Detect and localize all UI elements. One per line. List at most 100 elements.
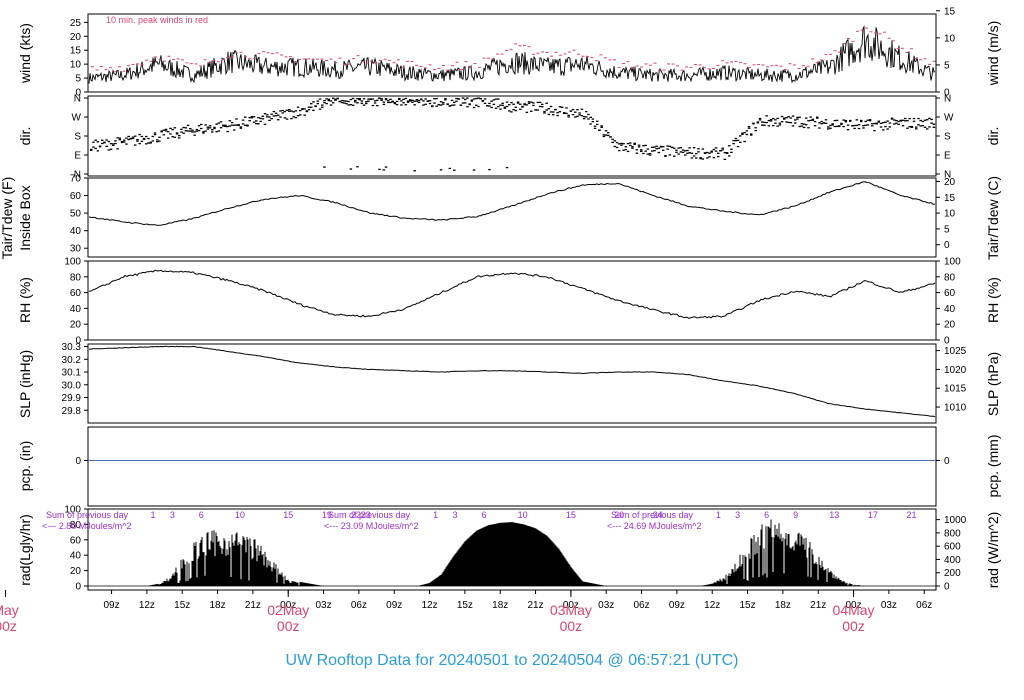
x-hour-tick-label: 18z xyxy=(209,600,225,611)
rad-hour-label: 3 xyxy=(452,510,457,520)
slp-line xyxy=(89,345,936,418)
x-hour-tick-label: 06z xyxy=(916,600,932,611)
x-hour-tick-label: 00z xyxy=(563,600,579,611)
right-tick-label-rh: 100 xyxy=(944,257,961,268)
dir-left-tick-label: N xyxy=(74,94,81,105)
rh-left-axis-label: RH (%) xyxy=(17,277,33,323)
x-day-hour-label: 00z xyxy=(0,618,17,634)
rad-hour-label: 15 xyxy=(566,510,576,520)
pcp-left-tick-label: 0 xyxy=(75,456,81,467)
rad-hour-label: 6 xyxy=(764,510,769,520)
x-hour-tick-label: 03z xyxy=(598,600,614,611)
left-tick-label-slp: 30.1 xyxy=(62,368,82,379)
right-tick-label-wind: 5 xyxy=(944,60,950,71)
left-tick-label-temp: 70 xyxy=(70,174,82,185)
wind-right-axis-label: wind (m/s) xyxy=(985,21,1001,87)
right-tick-label-slp: 1015 xyxy=(944,384,967,395)
rad-hour-label: 10 xyxy=(235,510,245,520)
left-tick-label-rh: 100 xyxy=(64,257,81,268)
dir-left-tick-label: W xyxy=(72,113,82,124)
x-hour-tick-label: 15z xyxy=(174,600,190,611)
rad-hour-label: 20 xyxy=(614,510,624,520)
left-tick-label-wind: 15 xyxy=(70,46,82,57)
rh-right-axis-label: RH (%) xyxy=(985,277,1001,323)
rad-sum-note-title: Sum of previous day xyxy=(611,510,694,520)
dir-right-tick-label: W xyxy=(944,113,954,124)
rad-hour-label: 3 xyxy=(170,510,175,520)
left-tick-label-rh: 0 xyxy=(75,336,81,347)
rad-right-tick-label: 600 xyxy=(944,542,961,553)
panel-frame-temp xyxy=(87,177,937,258)
temp-left-axis-sublabel: Inside Box xyxy=(17,185,33,250)
panel-frame-pcp xyxy=(87,426,937,507)
x-day-hour-label: 00z xyxy=(560,618,583,634)
left-tick-label-slp: 29.9 xyxy=(62,393,82,404)
rad-hour-label: 24 xyxy=(653,510,663,520)
left-tick-label-wind: 0 xyxy=(75,88,81,99)
dir-right-tick-label: E xyxy=(944,151,951,162)
left-tick-label-slp: 30.0 xyxy=(62,380,82,391)
dir-right-tick-label: N xyxy=(944,170,951,181)
left-tick-label-wind: 5 xyxy=(75,74,81,85)
rad-left-tick-label: 80 xyxy=(70,520,82,531)
right-tick-label-slp: 1025 xyxy=(944,346,967,357)
right-tick-label-wind: 0 xyxy=(944,88,950,99)
panel-frame-wind xyxy=(87,13,937,93)
dir-left-tick-label: N xyxy=(74,170,81,181)
slp-right-axis-label: SLP (hPa) xyxy=(985,352,1001,416)
panel-frame-rad xyxy=(87,508,937,591)
panel-frame-rh xyxy=(87,260,937,341)
dir-right-tick-label: S xyxy=(944,132,951,143)
right-tick-label-rh: 40 xyxy=(944,304,956,315)
left-tick-label-wind: 25 xyxy=(70,18,82,29)
pcp-right-axis-label: pcp. (mm) xyxy=(985,435,1001,498)
x-hour-tick-label: 00z xyxy=(280,600,296,611)
left-tick-label-slp: 30.3 xyxy=(62,342,82,353)
right-tick-label-temp: 0 xyxy=(944,240,950,251)
rad-right-tick-label: 0 xyxy=(944,582,950,593)
rad-sum-note-value: <--- 23.09 MJoules/m^2 xyxy=(324,521,419,531)
x-hour-tick-label: 09z xyxy=(669,600,685,611)
dir-left-axis-label: dir. xyxy=(17,127,33,146)
x-hour-tick-label: 09z xyxy=(386,600,402,611)
left-tick-label-slp: 30.2 xyxy=(62,355,82,366)
right-tick-label-temp: 20 xyxy=(944,177,956,188)
temp-right-axis-label: Tair/Tdew (C) xyxy=(985,176,1001,260)
right-tick-label-temp: 15 xyxy=(944,193,956,204)
left-tick-label-temp: 50 xyxy=(70,209,82,220)
temperature-line xyxy=(88,181,936,226)
x-hour-tick-label: 21z xyxy=(245,600,261,611)
rad-sum-note-value: <--- 2.80 MJoules/m^2 xyxy=(42,521,132,531)
left-tick-label-rh: 60 xyxy=(70,288,82,299)
x-hour-tick-label: 03z xyxy=(315,600,331,611)
panel-frame-dir xyxy=(87,95,937,177)
left-tick-label-wind: 20 xyxy=(70,32,82,43)
rad-hour-label: 23 xyxy=(360,510,370,520)
left-tick-label-rh: 80 xyxy=(70,272,82,283)
right-tick-label-rh: 80 xyxy=(944,272,956,283)
rad-hour-label: 6 xyxy=(199,510,204,520)
left-tick-label-slp: 29.8 xyxy=(62,406,82,417)
x-hour-tick-label: 12z xyxy=(704,600,720,611)
rad-hour-label: 1 xyxy=(433,510,438,520)
rad-left-axis-label: rad(Lgly/hr) xyxy=(17,514,33,586)
rad-sum-note-title: Sum of previous day xyxy=(46,510,129,520)
x-day-label: May xyxy=(0,602,19,618)
right-tick-label-rh: 60 xyxy=(944,288,956,299)
right-tick-label-slp: 1020 xyxy=(944,365,967,376)
x-hour-tick-label: 15z xyxy=(739,600,755,611)
x-hour-tick-label: 21z xyxy=(527,600,543,611)
x-hour-tick-label: 03z xyxy=(881,600,897,611)
left-tick-label-wind: 10 xyxy=(70,60,82,71)
rad-hour-label: 21 xyxy=(906,510,916,520)
rad-right-axis-label: rad (W/m^2) xyxy=(985,512,1001,589)
left-tick-label-temp: 30 xyxy=(70,244,82,255)
x-hour-tick-label: 00z xyxy=(845,600,861,611)
wind-left-axis-label: wind (kts) xyxy=(17,23,33,84)
x-hour-tick-label: 12z xyxy=(421,600,437,611)
x-hour-tick-label: 21z xyxy=(810,600,826,611)
right-tick-label-rh: 0 xyxy=(944,336,950,347)
x-hour-tick-label: 18z xyxy=(775,600,791,611)
x-hour-tick-label: 15z xyxy=(457,600,473,611)
